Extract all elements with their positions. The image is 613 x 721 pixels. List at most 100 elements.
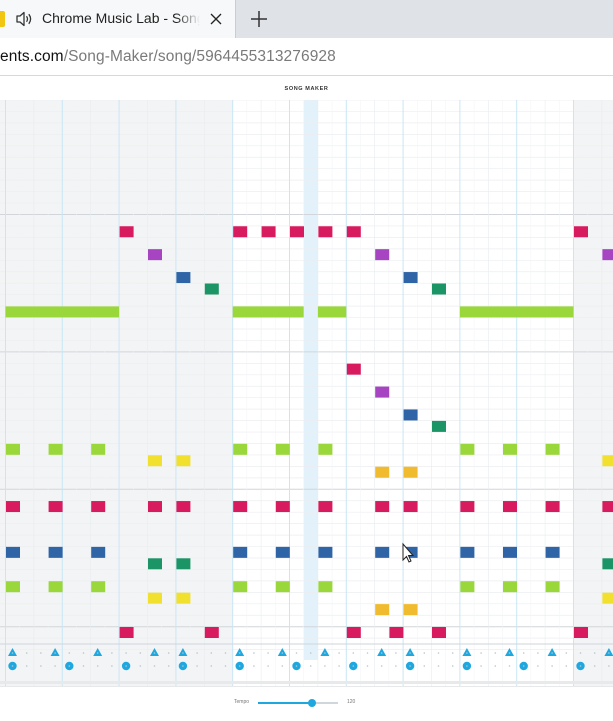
rhythm-empty-dot[interactable] (168, 665, 170, 667)
rhythm-empty-dot[interactable] (26, 652, 28, 654)
note-block-yellow[interactable] (602, 455, 613, 466)
rhythm-empty-dot[interactable] (466, 665, 468, 667)
rhythm-empty-dot[interactable] (168, 652, 170, 654)
browser-tab[interactable]: Chrome Music Lab - Song Maker (0, 0, 236, 38)
rhythm-empty-dot[interactable] (324, 652, 326, 654)
rhythm-empty-dot[interactable] (54, 665, 56, 667)
note-block-purple[interactable] (602, 249, 613, 260)
rhythm-empty-dot[interactable] (381, 665, 383, 667)
rhythm-empty-dot[interactable] (424, 665, 426, 667)
rhythm-empty-dot[interactable] (310, 652, 312, 654)
note-block-red[interactable] (574, 226, 588, 237)
rhythm-empty-dot[interactable] (409, 652, 411, 654)
rhythm-empty-dot[interactable] (452, 652, 454, 654)
note-block-blue[interactable] (318, 547, 332, 558)
rhythm-empty-dot[interactable] (69, 652, 71, 654)
note-block-red[interactable] (262, 226, 276, 237)
note-block-yellow[interactable] (176, 593, 190, 604)
note-block-blue[interactable] (375, 547, 389, 558)
rhythm-empty-dot[interactable] (211, 665, 213, 667)
rhythm-empty-dot[interactable] (140, 665, 142, 667)
note-block-blue[interactable] (503, 547, 517, 558)
note-block-red[interactable] (233, 501, 247, 512)
rhythm-empty-dot[interactable] (537, 652, 539, 654)
rhythm-empty-dot[interactable] (225, 652, 227, 654)
note-block-red[interactable] (120, 627, 134, 638)
rhythm-empty-dot[interactable] (296, 665, 298, 667)
rhythm-empty-dot[interactable] (125, 665, 127, 667)
rhythm-empty-dot[interactable] (608, 665, 610, 667)
rhythm-empty-dot[interactable] (154, 665, 156, 667)
rhythm-empty-dot[interactable] (409, 665, 411, 667)
rhythm-empty-dot[interactable] (239, 652, 241, 654)
note-block-blue[interactable] (276, 547, 290, 558)
note-block-yellow[interactable] (176, 455, 190, 466)
rhythm-empty-dot[interactable] (466, 652, 468, 654)
rhythm-empty-dot[interactable] (40, 652, 42, 654)
note-block-purple[interactable] (375, 249, 389, 260)
note-block-orange[interactable] (404, 604, 418, 615)
note-block-blue[interactable] (6, 547, 20, 558)
note-block-red[interactable] (205, 627, 219, 638)
note-block-red[interactable] (276, 501, 290, 512)
rhythm-empty-dot[interactable] (111, 665, 113, 667)
rhythm-empty-dot[interactable] (367, 652, 369, 654)
rhythm-empty-dot[interactable] (282, 652, 284, 654)
close-icon[interactable] (206, 9, 226, 29)
note-block-yellow[interactable] (148, 455, 162, 466)
note-block-green[interactable] (6, 581, 20, 592)
rhythm-empty-dot[interactable] (523, 665, 525, 667)
note-block-green[interactable] (546, 444, 560, 455)
rhythm-empty-dot[interactable] (125, 652, 127, 654)
note-block-orange[interactable] (375, 604, 389, 615)
note-block-green[interactable] (546, 581, 560, 592)
note-block-red[interactable] (318, 501, 332, 512)
note-block-blue[interactable] (91, 547, 105, 558)
note-block-teal[interactable] (432, 284, 446, 295)
note-block-red[interactable] (233, 226, 247, 237)
note-block-red[interactable] (602, 501, 613, 512)
note-block-purple[interactable] (375, 387, 389, 398)
rhythm-empty-dot[interactable] (239, 665, 241, 667)
rhythm-empty-dot[interactable] (267, 652, 269, 654)
rhythm-empty-dot[interactable] (69, 665, 71, 667)
rhythm-empty-dot[interactable] (26, 665, 28, 667)
rhythm-empty-dot[interactable] (353, 652, 355, 654)
note-block-blue[interactable] (176, 272, 190, 283)
rhythm-empty-dot[interactable] (83, 652, 85, 654)
rhythm-empty-dot[interactable] (509, 652, 511, 654)
note-block-red[interactable] (176, 501, 190, 512)
rhythm-empty-dot[interactable] (182, 652, 184, 654)
note-block-green[interactable] (276, 444, 290, 455)
rhythm-empty-dot[interactable] (509, 665, 511, 667)
note-block-teal[interactable] (432, 421, 446, 432)
rhythm-empty-dot[interactable] (452, 665, 454, 667)
rhythm-empty-dot[interactable] (495, 652, 497, 654)
note-block-red[interactable] (6, 501, 20, 512)
rhythm-empty-dot[interactable] (296, 652, 298, 654)
note-block-red[interactable] (49, 501, 63, 512)
rhythm-empty-dot[interactable] (566, 652, 568, 654)
rhythm-empty-dot[interactable] (480, 652, 482, 654)
note-block-green[interactable] (233, 306, 304, 317)
note-block-red[interactable] (347, 364, 361, 375)
note-block-blue[interactable] (404, 409, 418, 420)
tempo-slider-thumb[interactable] (308, 699, 316, 707)
speaker-icon[interactable] (14, 9, 34, 29)
note-block-green[interactable] (6, 444, 20, 455)
new-tab-icon[interactable] (248, 8, 270, 30)
rhythm-empty-dot[interactable] (54, 652, 56, 654)
note-block-red[interactable] (546, 501, 560, 512)
note-block-red[interactable] (503, 501, 517, 512)
note-block-green[interactable] (276, 581, 290, 592)
note-block-red[interactable] (120, 226, 134, 237)
rhythm-empty-dot[interactable] (594, 652, 596, 654)
rhythm-empty-dot[interactable] (537, 665, 539, 667)
note-block-green[interactable] (91, 581, 105, 592)
note-block-red[interactable] (91, 501, 105, 512)
rhythm-empty-dot[interactable] (495, 665, 497, 667)
note-block-green[interactable] (49, 581, 63, 592)
rhythm-empty-dot[interactable] (338, 652, 340, 654)
rhythm-empty-dot[interactable] (566, 665, 568, 667)
rhythm-empty-dot[interactable] (196, 652, 198, 654)
